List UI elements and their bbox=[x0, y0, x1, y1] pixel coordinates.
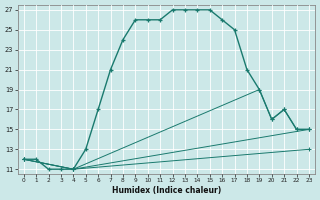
X-axis label: Humidex (Indice chaleur): Humidex (Indice chaleur) bbox=[112, 186, 221, 195]
